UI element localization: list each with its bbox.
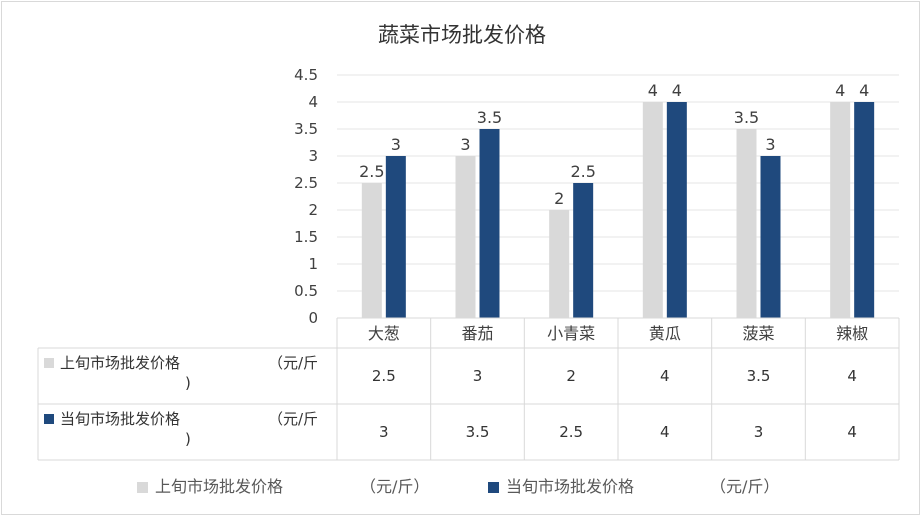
category-label: 大葱 — [368, 324, 400, 343]
y-tick-label: 0 — [308, 309, 318, 327]
bar — [455, 156, 476, 318]
table-series-unit-close: ) — [185, 374, 191, 392]
table-cell: 4 — [660, 423, 670, 441]
table-cell: 4 — [847, 367, 857, 385]
data-label: 3.5 — [477, 108, 502, 127]
y-tick-label: 2.5 — [294, 174, 318, 192]
y-tick-label: 2 — [308, 201, 318, 219]
bar — [642, 102, 663, 318]
y-tick-label: 4 — [308, 93, 318, 111]
bar — [549, 210, 570, 318]
bar — [361, 183, 382, 318]
table-cell: 3.5 — [747, 367, 771, 385]
legend-label: 上旬市场批发价格 — [155, 477, 283, 496]
table-cell: 3 — [473, 367, 483, 385]
category-label: 黄瓜 — [649, 324, 681, 343]
data-label: 2 — [554, 189, 564, 208]
legend-unit: （元/斤） — [360, 477, 429, 496]
bar — [573, 183, 594, 318]
bar — [479, 129, 500, 318]
y-tick-label: 4.5 — [294, 66, 318, 84]
table-series-unit-close: ) — [185, 430, 191, 448]
table-cell: 2 — [566, 367, 576, 385]
category-label: 番茄 — [461, 324, 493, 343]
legend-unit: （元/斤） — [710, 477, 779, 496]
bar — [385, 156, 406, 318]
table-cell: 2.5 — [372, 367, 396, 385]
table-legend-key — [44, 358, 54, 368]
data-label: 4 — [648, 81, 658, 100]
category-label: 小青菜 — [547, 324, 595, 343]
y-tick-label: 1.5 — [294, 228, 318, 246]
data-label: 3 — [765, 135, 775, 154]
y-axis-ticks: 0 0.5 1 1.5 2 2.5 3 3.5 4 4.5 — [294, 66, 318, 327]
data-labels: 2.53 33.522.54 43.534 4 — [359, 81, 869, 208]
table-cell: 3 — [379, 423, 389, 441]
data-label: 4 — [672, 81, 682, 100]
category-label: 辣椒 — [836, 324, 868, 343]
legend-key — [137, 482, 148, 493]
legend-key — [488, 482, 499, 493]
data-label: 3 — [391, 135, 401, 154]
table-series-unit: （元/斤 — [268, 354, 318, 372]
table-series-name: 当旬市场批发价格 — [60, 410, 180, 428]
table-cell: 3.5 — [466, 423, 490, 441]
y-tick-label: 3 — [308, 147, 318, 165]
data-label: 4 — [835, 81, 845, 100]
table-cell: 3 — [754, 423, 764, 441]
legend: 上旬市场批发价格 （元/斤） 当旬市场批发价格 （元/斤） — [137, 477, 779, 496]
chart-title: 蔬菜市场批发价格 — [378, 23, 546, 47]
table-cell: 2.5 — [559, 423, 583, 441]
category-label: 菠菜 — [742, 324, 774, 343]
bars — [361, 102, 875, 318]
table-cell: 4 — [660, 367, 670, 385]
bar — [830, 102, 851, 318]
legend-label: 当旬市场批发价格 — [506, 477, 634, 496]
data-label: 2.5 — [570, 162, 595, 181]
data-label: 3 — [460, 135, 470, 154]
bar — [666, 102, 687, 318]
data-label: 4 — [859, 81, 869, 100]
gridlines — [337, 74, 899, 319]
data-label: 2.5 — [359, 162, 384, 181]
table-legend-key — [44, 414, 54, 424]
bar — [760, 156, 781, 318]
table-cell: 4 — [847, 423, 857, 441]
y-tick-label: 1 — [308, 255, 318, 273]
table-series-unit: （元/斤 — [268, 410, 318, 428]
y-tick-label: 3.5 — [294, 120, 318, 138]
y-tick-label: 0.5 — [294, 282, 318, 300]
table-series-name: 上旬市场批发价格 — [60, 354, 180, 372]
bar — [854, 102, 875, 318]
bar — [736, 129, 757, 318]
data-label: 3.5 — [734, 108, 759, 127]
